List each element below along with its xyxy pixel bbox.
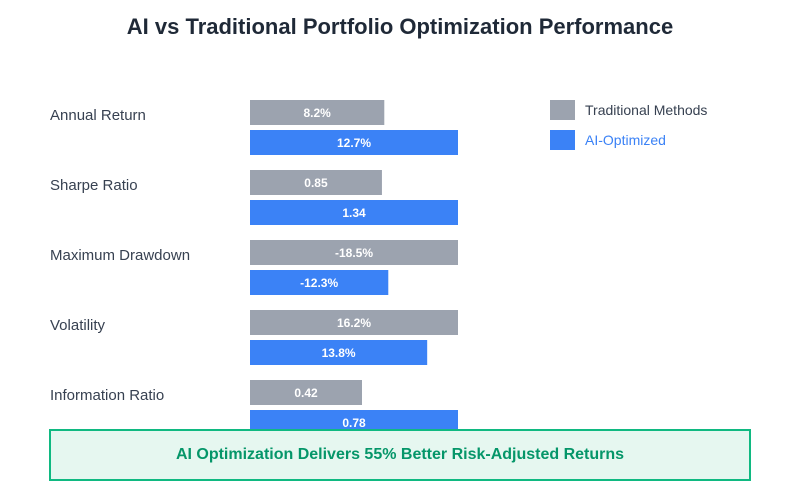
category-label: Sharpe Ratio — [50, 177, 138, 194]
bar-ai — [250, 130, 458, 155]
bar-traditional — [250, 380, 362, 405]
legend: Traditional Methods AI-Optimized — [550, 100, 707, 150]
category-label: Information Ratio — [50, 387, 164, 404]
bar-value-label: -18.5% — [335, 246, 373, 260]
bar-value-label: 0.85 — [304, 176, 328, 190]
bar-value-label: -12.3% — [300, 276, 338, 290]
bar-value-label: 0.42 — [294, 386, 318, 400]
category-labels: Annual Return Sharpe Ratio Maximum Drawdow… — [50, 107, 190, 404]
legend-label: Traditional Methods — [585, 102, 707, 118]
callout-box: AI Optimization Delivers 55% Better Risk… — [49, 429, 751, 481]
bar-value-label: 8.2% — [303, 106, 331, 120]
bar-traditional — [250, 100, 385, 125]
bar-value-label: 12.7% — [337, 136, 371, 150]
callout-text: AI Optimization Delivers 55% Better Risk… — [175, 446, 625, 463]
bar-value-label: 13.8% — [322, 346, 356, 360]
bar-ai — [250, 340, 428, 365]
category-label: Maximum Drawdown — [50, 247, 190, 264]
legend-swatch — [550, 100, 575, 120]
legend-swatch — [550, 130, 575, 150]
category-label: Annual Return — [50, 107, 146, 124]
bar-value-label: 1.34 — [342, 206, 366, 220]
bar-traditional — [250, 240, 458, 265]
legend-label: AI-Optimized — [585, 132, 666, 148]
bar-value-label: 0.78 — [342, 416, 366, 430]
bar-traditional — [250, 170, 382, 195]
chart-title: AI vs Traditional Portfolio Optimization… — [126, 14, 674, 39]
bars: 8.2% 12.7% 0.85 1.34 -18.5% -12.3% 16.2% 13.8% 0… — [250, 100, 458, 435]
bar-value-label: 16.2% — [337, 316, 371, 330]
category-label: Volatility — [50, 317, 106, 334]
bar-traditional — [250, 310, 458, 335]
bar-ai — [250, 200, 458, 225]
bar-ai — [250, 270, 389, 295]
